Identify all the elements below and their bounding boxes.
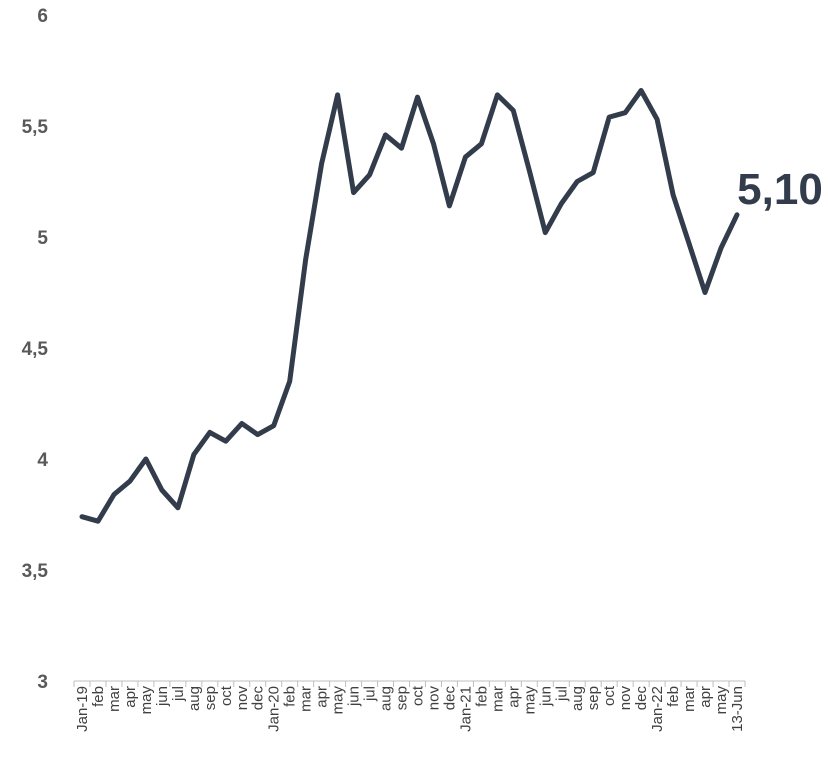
x-tick-label: aug [378, 686, 395, 711]
x-tick-label: jul [170, 686, 187, 702]
x-tick-label: may [521, 686, 538, 715]
series-path [79, 88, 740, 524]
x-tick-label: nov [425, 686, 442, 711]
x-tick-label: dec [633, 686, 650, 711]
x-tick-label: aug [186, 686, 203, 711]
x-tick-label: jun [154, 686, 171, 707]
x-tick-label: dec [250, 686, 267, 711]
x-tick-label: may [330, 686, 347, 715]
x-tick-label: dec [441, 686, 458, 711]
y-tick-label: 3,5 [22, 561, 49, 582]
y-tick-label: 4 [37, 450, 48, 471]
x-tick-label: sep [585, 686, 602, 710]
x-axis: Jan-19febmaraprmayjunjulaugsepoctnovdecJ… [73, 680, 746, 732]
x-tick-label: may [138, 686, 155, 715]
x-tick-label: may [713, 686, 730, 715]
y-tick-label: 5 [37, 228, 48, 249]
x-tick-label: aug [569, 686, 586, 711]
x-tick-label: Jan-19 [74, 686, 91, 732]
y-tick-label: 5,5 [22, 117, 49, 138]
x-tick-label: Jan-20 [266, 686, 283, 732]
x-tick-label: sep [394, 686, 411, 710]
y-tick-label: 4,5 [22, 339, 49, 360]
end-value-label: 5,10 [737, 165, 823, 214]
x-tick-label: nov [234, 686, 251, 711]
x-tick-label: mar [489, 686, 506, 712]
x-tick-label: feb [282, 686, 299, 707]
x-tick-label: feb [473, 686, 490, 707]
y-axis: 3 3,5 4 4,5 5 5,5 6 [22, 6, 49, 693]
x-tick-label: jul [553, 686, 570, 702]
y-tick-label: 3 [37, 672, 48, 693]
x-tick-label: oct [218, 685, 235, 706]
x-tick-label: apr [505, 686, 522, 708]
x-tick-label: apr [314, 686, 331, 708]
x-tick-label: sep [202, 686, 219, 710]
x-tick-label: jun [346, 686, 363, 707]
x-tick-label: oct [409, 685, 426, 706]
y-tick-label: 6 [37, 6, 48, 27]
x-tick-label: oct [601, 685, 618, 706]
x-tick-label: 13-Jun [729, 686, 746, 732]
x-tick-label: apr [122, 686, 139, 708]
x-tick-label: feb [665, 686, 682, 707]
x-tick-label: Jan-21 [457, 686, 474, 732]
x-tick-label: apr [697, 686, 714, 708]
x-tick-label: Jan-22 [649, 686, 666, 732]
series-line [79, 88, 740, 524]
x-tick-label: nov [617, 686, 634, 711]
x-tick-label: jul [362, 686, 379, 702]
x-tick-label: jun [537, 686, 554, 707]
x-tick-label: mar [298, 686, 315, 712]
x-tick-label: mar [681, 686, 698, 712]
x-tick-label: feb [90, 686, 107, 707]
x-tick-label: mar [106, 686, 123, 712]
